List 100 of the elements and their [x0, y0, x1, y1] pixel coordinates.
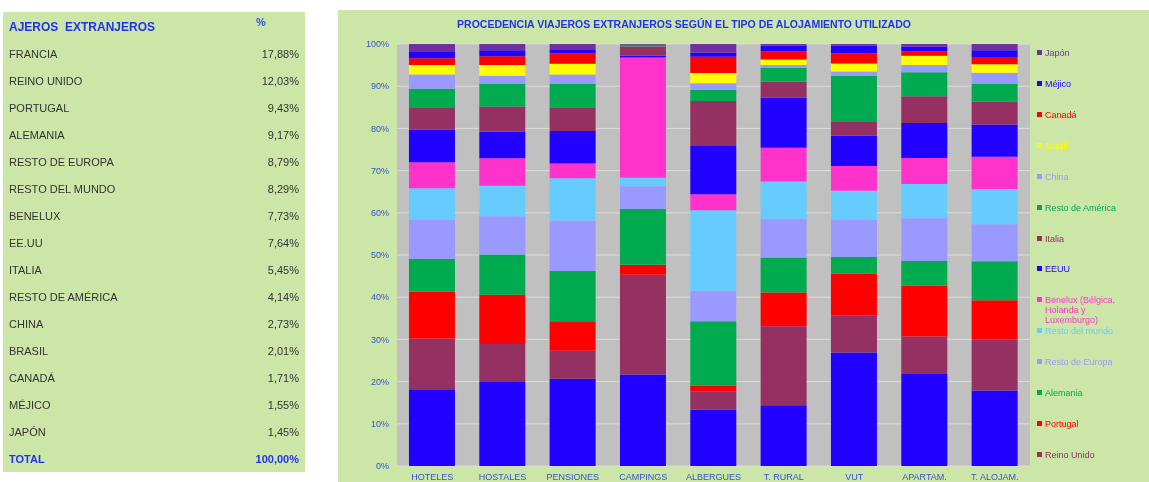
bar: [549, 178, 596, 221]
bar: [690, 409, 737, 466]
bar: [549, 163, 596, 179]
x-tick-label: HOTELES: [411, 472, 454, 482]
bar: [619, 186, 666, 209]
bar: [619, 46, 666, 56]
bar: [760, 405, 807, 466]
chart-title: PROCEDENCIA VIAJEROS EXTRANJEROS SEGÚN EL TIPO DE ALOJAMIENTO UTILIZADO: [456, 18, 912, 30]
bar: [971, 50, 1018, 58]
bar: [690, 73, 737, 84]
category-label: TOTAL: [9, 453, 45, 465]
text: 17,88%: [261, 48, 299, 60]
x-tick-label: VUT: [845, 472, 864, 482]
bar: [901, 122, 948, 158]
category-label: CANADÁ: [9, 372, 55, 384]
bar: [901, 157, 948, 185]
bar: [479, 216, 526, 255]
text: 4,14%: [267, 291, 299, 303]
text: 100,00%: [255, 453, 299, 465]
bar: [479, 158, 526, 186]
x-tick-label: ALBERGUES: [685, 472, 742, 482]
bar: [479, 381, 526, 466]
bar: [971, 124, 1018, 157]
bar: [830, 190, 877, 220]
bar: [619, 374, 666, 466]
y-tick-label: 20%: [370, 376, 389, 387]
bar: [760, 326, 807, 406]
legend-label: Alemania: [1045, 388, 1083, 399]
bar: [408, 129, 455, 163]
bar: [901, 260, 948, 286]
bar: [760, 65, 807, 69]
bar: [408, 74, 455, 89]
bar: [408, 162, 455, 189]
bar: [549, 63, 596, 75]
bar: [408, 338, 455, 391]
bar: [619, 274, 666, 375]
legend-label: Canadá: [1045, 109, 1077, 120]
bar: [760, 218, 807, 258]
bar: [760, 147, 807, 182]
bar: [408, 188, 455, 220]
bar: [690, 83, 737, 90]
bar: [830, 53, 877, 64]
bar: [760, 45, 807, 52]
bar: [479, 83, 526, 107]
bar: [830, 45, 877, 54]
bar: [760, 181, 807, 219]
bar: [479, 44, 526, 51]
bar: [830, 257, 877, 274]
bar: [479, 75, 526, 84]
legend-label: Resto del mundo: [1045, 326, 1114, 337]
category-label: REINO UNIDO: [9, 75, 83, 87]
category-label: BENELUX: [9, 210, 61, 222]
bar: [408, 51, 455, 59]
bar: [901, 184, 948, 219]
text: 5,45%: [267, 264, 299, 276]
bar: [901, 55, 948, 66]
bar: [690, 44, 737, 53]
bar: [830, 63, 877, 72]
bar: [549, 107, 596, 131]
bar: [901, 336, 948, 374]
bar: [901, 96, 948, 123]
bar: [690, 290, 737, 322]
bar: [549, 130, 596, 164]
bar: [760, 97, 807, 148]
bar: [690, 194, 737, 211]
legend-label: Resto de Europa: [1045, 357, 1113, 368]
bar: [971, 390, 1018, 466]
text: 1,71%: [267, 372, 299, 384]
bar: [479, 106, 526, 132]
legend-label: Reino Unido: [1045, 450, 1095, 460]
text: 1,45%: [267, 426, 299, 438]
bar: [408, 258, 455, 292]
category-label: BRASIL: [9, 345, 49, 357]
text: 2,73%: [267, 318, 299, 330]
legend-label: EEUU: [1045, 264, 1071, 275]
y-tick-label: 30%: [370, 334, 389, 345]
y-tick-label: 10%: [370, 418, 389, 429]
bar: [549, 350, 596, 379]
x-tick-label: T. RURAL: [763, 472, 804, 482]
bar: [901, 374, 948, 466]
text: 12,03%: [261, 75, 299, 87]
bar: [971, 84, 1018, 102]
bar: [830, 135, 877, 166]
bar: [549, 74, 596, 85]
bar: [619, 57, 666, 178]
x-tick-label: T. ALOJAM.: [971, 472, 1019, 482]
bar: [760, 68, 807, 82]
text: 9,43%: [267, 102, 299, 114]
bar: [901, 218, 948, 261]
bar: [971, 101, 1018, 125]
legend-label: Resto de América: [1045, 202, 1117, 213]
bar: [830, 219, 877, 258]
bar: [901, 72, 948, 97]
bar: [971, 339, 1018, 391]
bar: [549, 271, 596, 322]
bar: [690, 52, 737, 57]
bar: [760, 81, 807, 98]
bar: [760, 51, 807, 60]
bar: [479, 65, 526, 76]
bar: [690, 145, 737, 195]
